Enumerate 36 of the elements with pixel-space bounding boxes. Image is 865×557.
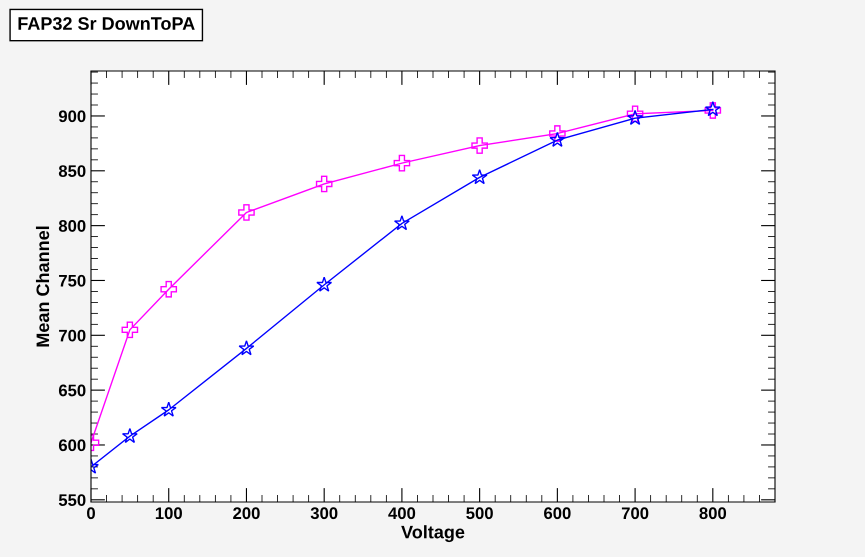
y-tick-label: 650 — [58, 384, 86, 396]
x-tick-label: 600 — [544, 507, 571, 520]
x-tick-label: 500 — [466, 507, 493, 520]
point — [471, 137, 488, 154]
x-tick-label: 100 — [156, 507, 182, 520]
y-tick-label: 750 — [59, 274, 86, 287]
chart-title: FAP32 Sr DownToPA — [18, 17, 195, 30]
x-tick-label: 800 — [699, 507, 726, 520]
y-tick-label: 600 — [58, 439, 86, 452]
point — [238, 204, 255, 221]
x-tick-label: 0 — [87, 507, 95, 520]
x-tick-label: 400 — [388, 507, 416, 520]
point — [394, 154, 410, 172]
point — [238, 340, 254, 356]
point — [316, 176, 333, 192]
x-axis-title: Voltage — [401, 525, 464, 542]
point — [122, 428, 138, 444]
y-tick-label: 800 — [58, 220, 86, 232]
point — [549, 132, 566, 147]
point — [160, 280, 178, 298]
point — [122, 321, 138, 338]
point — [626, 105, 644, 122]
point — [549, 125, 566, 142]
y-tick-label: 550 — [58, 494, 86, 506]
x-tick-label: 200 — [233, 507, 260, 520]
point — [394, 215, 410, 230]
point — [472, 169, 488, 184]
point — [316, 276, 332, 292]
y-tick-label: 900 — [58, 110, 86, 122]
point — [160, 402, 177, 417]
y-tick-label: 850 — [58, 165, 86, 177]
x-tick-label: 700 — [622, 507, 648, 520]
y-tick-label: 700 — [59, 330, 86, 342]
point — [627, 110, 644, 126]
x-tick-label: 300 — [310, 507, 338, 520]
y-axis-title: Mean Channel — [36, 226, 50, 346]
